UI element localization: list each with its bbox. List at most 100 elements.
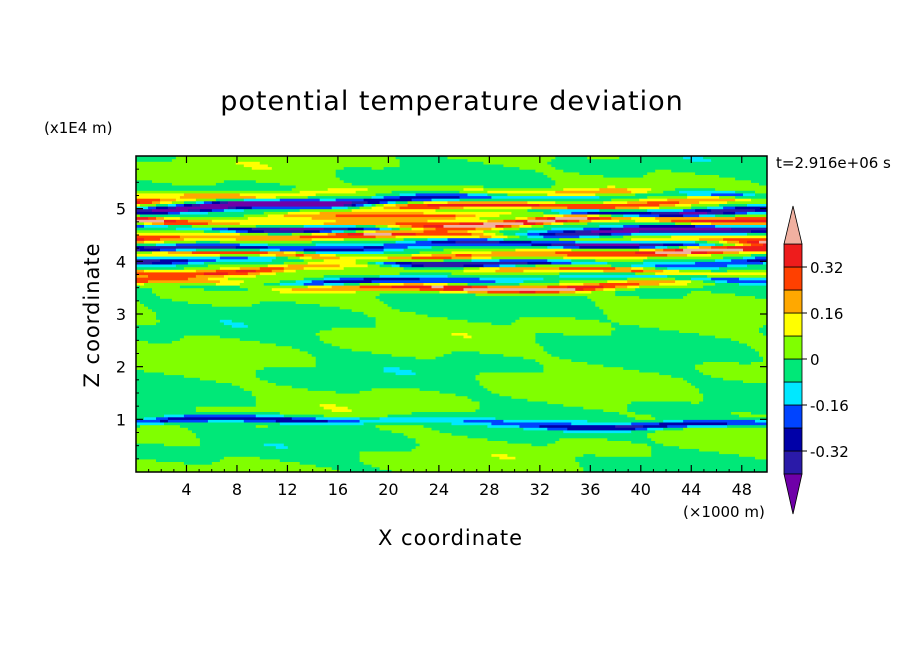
field-cell [699,237,724,241]
field-cell [235,161,261,165]
field-cell [239,282,265,286]
field-cell [507,453,584,457]
field-cell [319,253,337,257]
field-cell [136,298,173,302]
field-cell [311,237,345,241]
field-cell [679,200,700,204]
field-cell [487,237,504,241]
field-cell [411,253,433,257]
field-cell [703,361,740,365]
field-cell [443,287,465,291]
field-cell [144,237,161,241]
field-cell [527,219,556,223]
field-cell [715,279,728,283]
field-cell [355,290,441,294]
field-cell [343,203,353,207]
field-cell [239,285,309,289]
field-cell [763,242,767,247]
field-cell [527,232,540,236]
field-cell [615,292,688,297]
field-cell [595,192,636,197]
field-cell [303,229,321,233]
field-cell [591,290,616,294]
field-cell [219,458,281,462]
field-cell [739,361,752,365]
field-cell [479,235,493,239]
field-cell [152,308,353,312]
field-cell [187,219,213,223]
field-cell [747,343,767,347]
field-cell [535,335,716,339]
field-cell [359,458,576,462]
field-cell [383,366,401,370]
field-cell [563,256,648,260]
field-cell [383,203,397,207]
field-cell [136,250,153,254]
field-cell [136,245,145,249]
field-cell [631,429,656,434]
field-cell [443,353,504,357]
field-cell [667,245,680,249]
field-cell [140,248,161,252]
field-cell [363,229,377,233]
field-cell [667,198,736,202]
field-cell [136,287,153,291]
field-cell [631,216,656,220]
field-cell [763,261,767,265]
field-cell [136,466,333,470]
colorbar-box [783,243,803,268]
field-cell [219,256,249,260]
field-cell [679,245,688,249]
field-cell [299,235,377,239]
field-cell [759,182,767,186]
field-cell [160,248,177,252]
field-cell [136,200,141,204]
field-cell [395,156,449,160]
field-cell [271,287,293,291]
field-cell [615,327,660,331]
field-cell [643,261,696,265]
field-cell [219,335,321,339]
field-cell [531,242,552,247]
field-cell [563,229,576,233]
field-cell [136,353,313,357]
field-cell [571,258,596,262]
field-cell [627,187,652,191]
field-cell [183,237,237,241]
field-cell [555,166,767,170]
field-cell [136,385,241,389]
field-cell [527,216,536,220]
field-cell [627,285,640,289]
field-cell [763,332,767,336]
field-cell [515,264,536,268]
field-cell [547,285,568,289]
field-cell [136,411,281,415]
field-cell [199,437,417,441]
field-cell [415,232,473,236]
field-cell [683,242,700,247]
field-cell [479,406,584,410]
field-cell [136,343,277,347]
field-cell [136,256,221,260]
field-cell [523,221,536,225]
field-cell [136,158,173,162]
field-cell [319,403,337,407]
field-cell [183,374,257,378]
field-cell [695,240,708,244]
field-cell [279,411,413,415]
field-cell [691,206,708,210]
field-cell [231,382,277,386]
field-cell [535,169,564,173]
field-cell [255,403,321,407]
field-cell [447,229,469,233]
field-cell [411,227,425,231]
field-cell [735,206,767,210]
field-cell [435,356,524,360]
field-cell [136,279,149,283]
field-cell [455,253,473,257]
field-cell [723,237,767,241]
field-cell [511,224,520,228]
field-cell [695,366,767,370]
field-cell [311,240,397,244]
field-cell [515,216,528,220]
